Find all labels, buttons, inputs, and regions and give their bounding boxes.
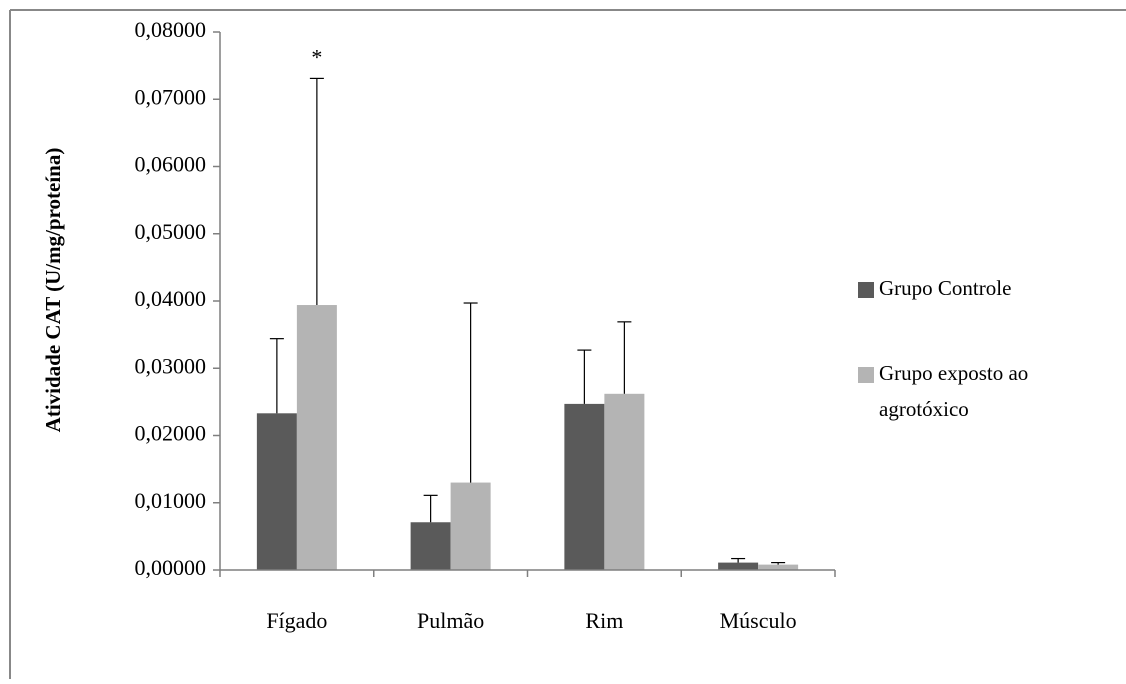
y-tick-label: 0,08000 [135,17,207,42]
bar [758,564,799,570]
bar [450,482,491,570]
legend: Grupo Controle Grupo exposto ao agrotóxico [858,276,1028,421]
y-tick-label: 0,03000 [135,353,207,378]
y-axis: 0,00000 0,01000 0,02000 0,03000 0,04000 0,050… [135,17,221,580]
bars-group [256,305,799,570]
y-tick-label: 0,07000 [135,84,207,109]
legend-swatch [858,367,874,383]
annotations-group: * [311,44,322,69]
legend-label-line: Grupo exposto ao [879,361,1028,385]
y-tick-label: 0,06000 [135,152,207,177]
bar [564,403,605,570]
x-category-label: Músculo [720,608,797,633]
x-category-label: Rim [585,608,623,633]
bar [604,393,645,570]
bar [296,305,337,570]
y-tick-label: 0,04000 [135,286,207,311]
legend-swatch [858,282,874,298]
bar [256,413,297,570]
legend-label: Grupo exposto ao agrotóxico [879,361,1028,421]
legend-label: Grupo Controle [879,276,1011,300]
x-axis: Fígado Pulmão Rim Músculo [219,569,836,633]
legend-label-line: agrotóxico [879,397,969,421]
y-tick-label: 0,01000 [135,488,207,513]
legend-label-line: Grupo Controle [879,276,1011,300]
y-tick-label: 0,02000 [135,421,207,446]
significance-marker: * [311,44,322,69]
bar [718,562,759,570]
y-tick-label: 0,00000 [135,555,207,580]
y-axis-label: Atividade CAT (U/mg/proteína) [41,148,65,433]
x-category-label: Pulmão [417,608,484,633]
error-bars-group [269,77,786,565]
bar [410,522,451,570]
x-category-label: Fígado [266,608,327,633]
y-tick-label: 0,05000 [135,219,207,244]
